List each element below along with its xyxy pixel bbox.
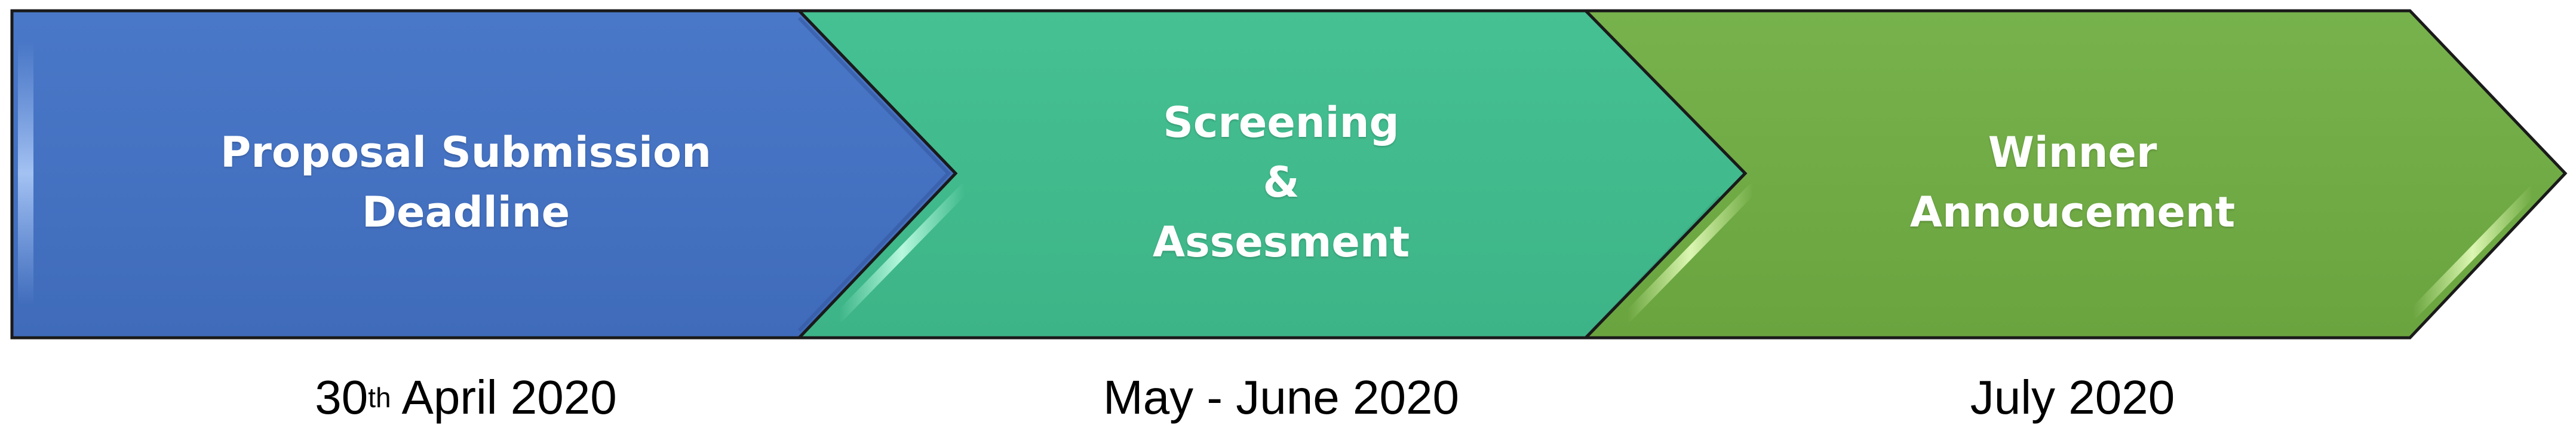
stage-2-date-text: May - June 2020 bbox=[1103, 371, 1459, 424]
stage-2-title-line-1: Screening bbox=[1163, 98, 1399, 147]
stage-1-date-rest: April 2020 bbox=[391, 371, 617, 424]
stage-3-arrow bbox=[1582, 9, 2568, 340]
stage-2-title: Screening & Assesment bbox=[968, 24, 1595, 341]
stage-3-title-line-2: Annoucement bbox=[1909, 188, 2236, 237]
stage-3-title-line-1: Winner bbox=[1988, 128, 2157, 177]
stage-2-notch-highlight bbox=[834, 183, 970, 322]
stage-2-title-line-3: Assesment bbox=[1152, 218, 1410, 267]
stage-3-notch-highlight bbox=[1622, 183, 1758, 322]
stage-1-bevel-highlight bbox=[18, 42, 33, 305]
stage-2-date: May - June 2020 bbox=[968, 362, 1595, 433]
stage-1-date-day: 30 bbox=[315, 371, 369, 424]
stage-3-date-text: July 2020 bbox=[1970, 371, 2175, 424]
stage-2-title-line-2: & bbox=[1263, 158, 1300, 207]
stage-1-title: Proposal Submission Deadline bbox=[155, 24, 776, 341]
stage-3-point-highlight bbox=[2408, 186, 2538, 319]
stage-3-shape bbox=[1582, 9, 2568, 340]
stage-1-point-bevel bbox=[797, 16, 951, 332]
stage-1-title-line-1: Proposal Submission bbox=[220, 128, 711, 177]
stage-3-title: Winner Annoucement bbox=[1756, 24, 2389, 341]
stage-3-date: July 2020 bbox=[1756, 362, 2389, 433]
stage-1-title-line-2: Deadline bbox=[361, 188, 570, 237]
